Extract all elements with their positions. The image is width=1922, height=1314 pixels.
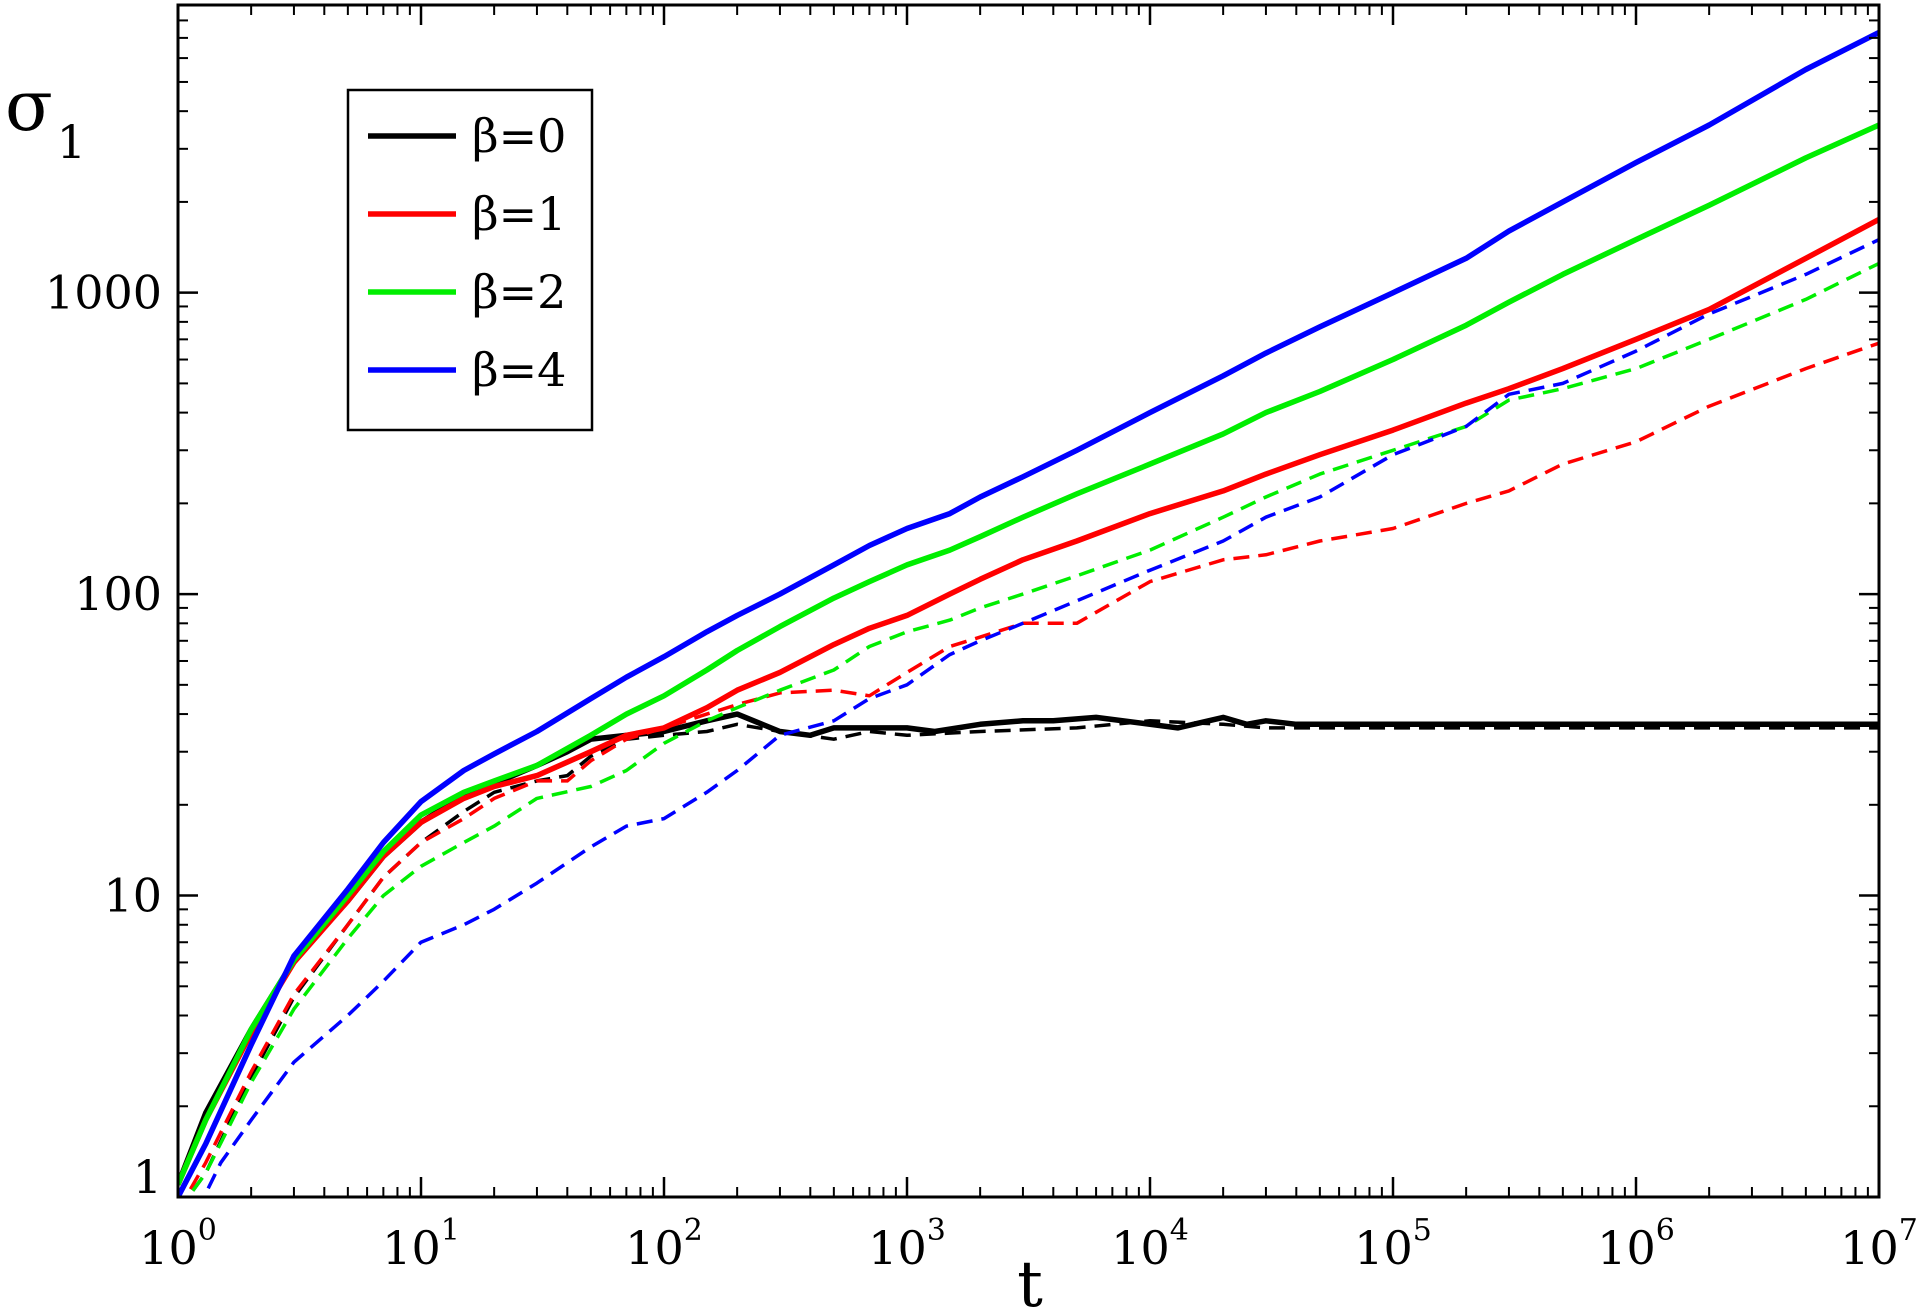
y-axis-title-sub: 1	[57, 115, 86, 169]
y-tick-label-2: 100	[74, 567, 162, 621]
legend-box	[346, 88, 594, 432]
y-tick-label-0: 1	[133, 1150, 162, 1204]
x-tick-exponent: 0	[198, 1213, 217, 1248]
x-tick-label-2: 102	[625, 1213, 703, 1275]
x-tick-label-4: 104	[1111, 1213, 1189, 1275]
series-line-2-solid	[178, 216, 1879, 1186]
x-tick-exponent: 6	[1656, 1213, 1675, 1248]
series-line-6-solid	[178, 29, 1879, 1197]
x-tick-label-3: 103	[868, 1213, 946, 1275]
y-tick-label-1: 10	[103, 869, 162, 923]
legend-label-2: β=2	[472, 265, 566, 319]
x-tick-base: 10	[625, 1221, 684, 1275]
ticks-layer	[176, 4, 1881, 1199]
x-tick-base: 10	[1354, 1221, 1413, 1275]
x-tick-exponent: 1	[441, 1213, 460, 1248]
series-line-4-solid	[178, 122, 1879, 1186]
legend-label-1: β=1	[472, 187, 566, 241]
x-tick-base: 10	[1840, 1221, 1899, 1275]
x-tick-exponent: 7	[1899, 1213, 1918, 1248]
series-layer	[178, 29, 1879, 1197]
x-tick-exponent: 3	[927, 1213, 946, 1248]
x-tick-base: 10	[139, 1221, 198, 1275]
series-line-7-dashed	[202, 238, 1879, 1197]
x-tick-label-7: 107	[1840, 1213, 1918, 1275]
legend-label-0: β=0	[472, 109, 566, 163]
x-tick-base: 10	[1111, 1221, 1170, 1275]
legend-items: β=0 β=1 β=2 β=4	[368, 109, 566, 397]
legend: β=0 β=1 β=2 β=4	[346, 88, 594, 432]
x-tick-exponent: 5	[1413, 1213, 1432, 1248]
x-tick-exponent: 2	[684, 1213, 703, 1248]
x-tick-exponent: 4	[1170, 1213, 1189, 1248]
x-axis-title: t	[1017, 1248, 1043, 1314]
x-tick-base: 10	[382, 1221, 441, 1275]
x-tick-label-6: 106	[1597, 1213, 1675, 1275]
x-tick-label-0: 100	[139, 1213, 217, 1275]
plot-frame	[176, 3, 1881, 1199]
x-tick-label-1: 101	[382, 1213, 460, 1275]
x-tick-base: 10	[1597, 1221, 1656, 1275]
legend-label-3: β=4	[472, 343, 566, 397]
x-tick-base: 10	[868, 1221, 927, 1275]
series-line-3-dashed	[183, 341, 1879, 1197]
x-tick-label-5: 105	[1354, 1213, 1432, 1275]
series-line-5-dashed	[185, 261, 1879, 1197]
y-tick-label-3: 1000	[45, 266, 162, 320]
y-axis-title: σ1	[5, 65, 86, 169]
y-axis-title-base: σ	[5, 65, 53, 147]
